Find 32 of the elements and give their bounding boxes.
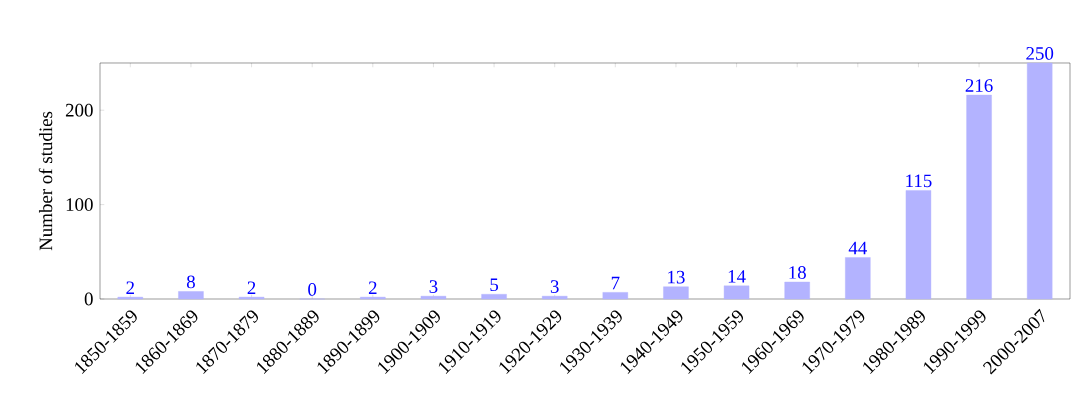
data-label: 250 [1026, 47, 1054, 60]
data-label: 0 [308, 283, 317, 296]
bar [723, 285, 750, 300]
bar [481, 294, 507, 300]
data-label: 7 [611, 276, 620, 290]
bar [905, 190, 932, 300]
data-label: 216 [965, 79, 993, 92]
y-axis-title: Number of studies [38, 111, 53, 251]
data-label: 2 [247, 281, 256, 294]
bar [602, 292, 629, 300]
y-tick-label: 200 [65, 103, 93, 117]
data-label: 2 [368, 281, 377, 294]
bar [1027, 62, 1053, 300]
data-label: 115 [906, 174, 932, 188]
data-label: 13 [668, 270, 685, 284]
y-tick-label: 100 [66, 198, 93, 211]
data-label: 8 [186, 275, 195, 289]
bar [845, 257, 871, 300]
data-label: 5 [490, 278, 499, 292]
bar [784, 281, 810, 300]
data-label: 44 [848, 241, 867, 255]
bar [663, 286, 689, 300]
bar [420, 295, 447, 300]
data-label: 2 [126, 281, 134, 294]
data-label: 18 [789, 266, 806, 279]
data-label: 14 [728, 270, 746, 283]
bar [541, 295, 568, 300]
bar [178, 291, 204, 300]
data-label: 3 [429, 280, 438, 293]
bar [966, 94, 992, 300]
y-tick-label: 0 [84, 292, 93, 306]
data-label: 3 [550, 280, 559, 293]
